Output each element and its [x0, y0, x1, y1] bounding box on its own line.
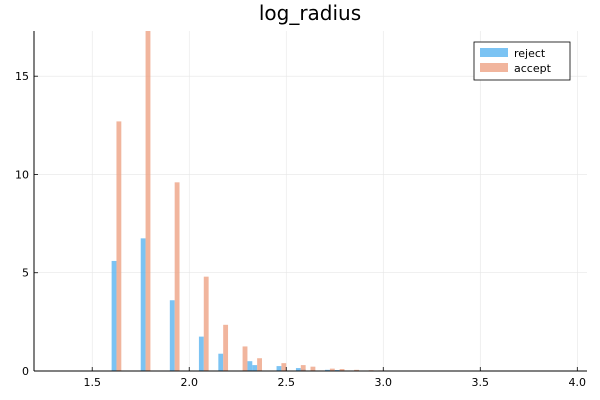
- chart-title: log_radius: [259, 1, 361, 25]
- accept-bar: [281, 363, 287, 371]
- x-tick-label: 2.5: [277, 376, 295, 389]
- x-tick-label: 3.0: [375, 376, 393, 389]
- accept-bar: [223, 324, 229, 371]
- accept-bar: [310, 366, 316, 371]
- bars-layer: [111, 31, 384, 371]
- accept-bar: [354, 369, 360, 371]
- reject-bar: [111, 260, 117, 371]
- y-tick-label: 5: [22, 267, 29, 280]
- accept-bar: [242, 346, 248, 371]
- x-tick-label: 1.5: [83, 376, 101, 389]
- accept-bar: [329, 368, 335, 371]
- accept-bar: [174, 182, 180, 371]
- reject-bar: [276, 366, 282, 371]
- reject-bar: [218, 353, 224, 371]
- legend-swatch-reject: [480, 48, 508, 57]
- reject-bar: [295, 368, 301, 371]
- legend-label-accept: accept: [514, 62, 552, 75]
- legend-label-reject: reject: [514, 47, 546, 60]
- legend-swatch-accept: [480, 63, 508, 72]
- accept-bar: [116, 121, 122, 371]
- reject-bar: [198, 336, 204, 371]
- reject-bar: [169, 300, 175, 371]
- x-tick-label: 4.0: [569, 376, 587, 389]
- accept-bar: [145, 31, 151, 371]
- accept-bar: [203, 276, 209, 371]
- reject-bar: [247, 361, 253, 371]
- reject-bar: [325, 369, 330, 371]
- x-tick-label: 2.0: [180, 376, 198, 389]
- accept-bar: [300, 365, 306, 371]
- reject-bar: [252, 365, 258, 371]
- reject-bar: [140, 238, 146, 371]
- y-tick-label: 15: [15, 70, 29, 83]
- axes-layer: [33, 31, 587, 372]
- y-tick-label: 0: [22, 365, 29, 378]
- accept-bar: [257, 358, 262, 371]
- x-tick-label: 3.5: [472, 376, 490, 389]
- accept-bar: [339, 369, 345, 371]
- legend: reject accept: [473, 41, 571, 81]
- ticks-layer: 1.5 2.0 2.5 3.0 3.5 4.0 0 5 10 15: [15, 70, 586, 389]
- series-accept: [116, 31, 384, 371]
- y-tick-label: 10: [15, 168, 29, 181]
